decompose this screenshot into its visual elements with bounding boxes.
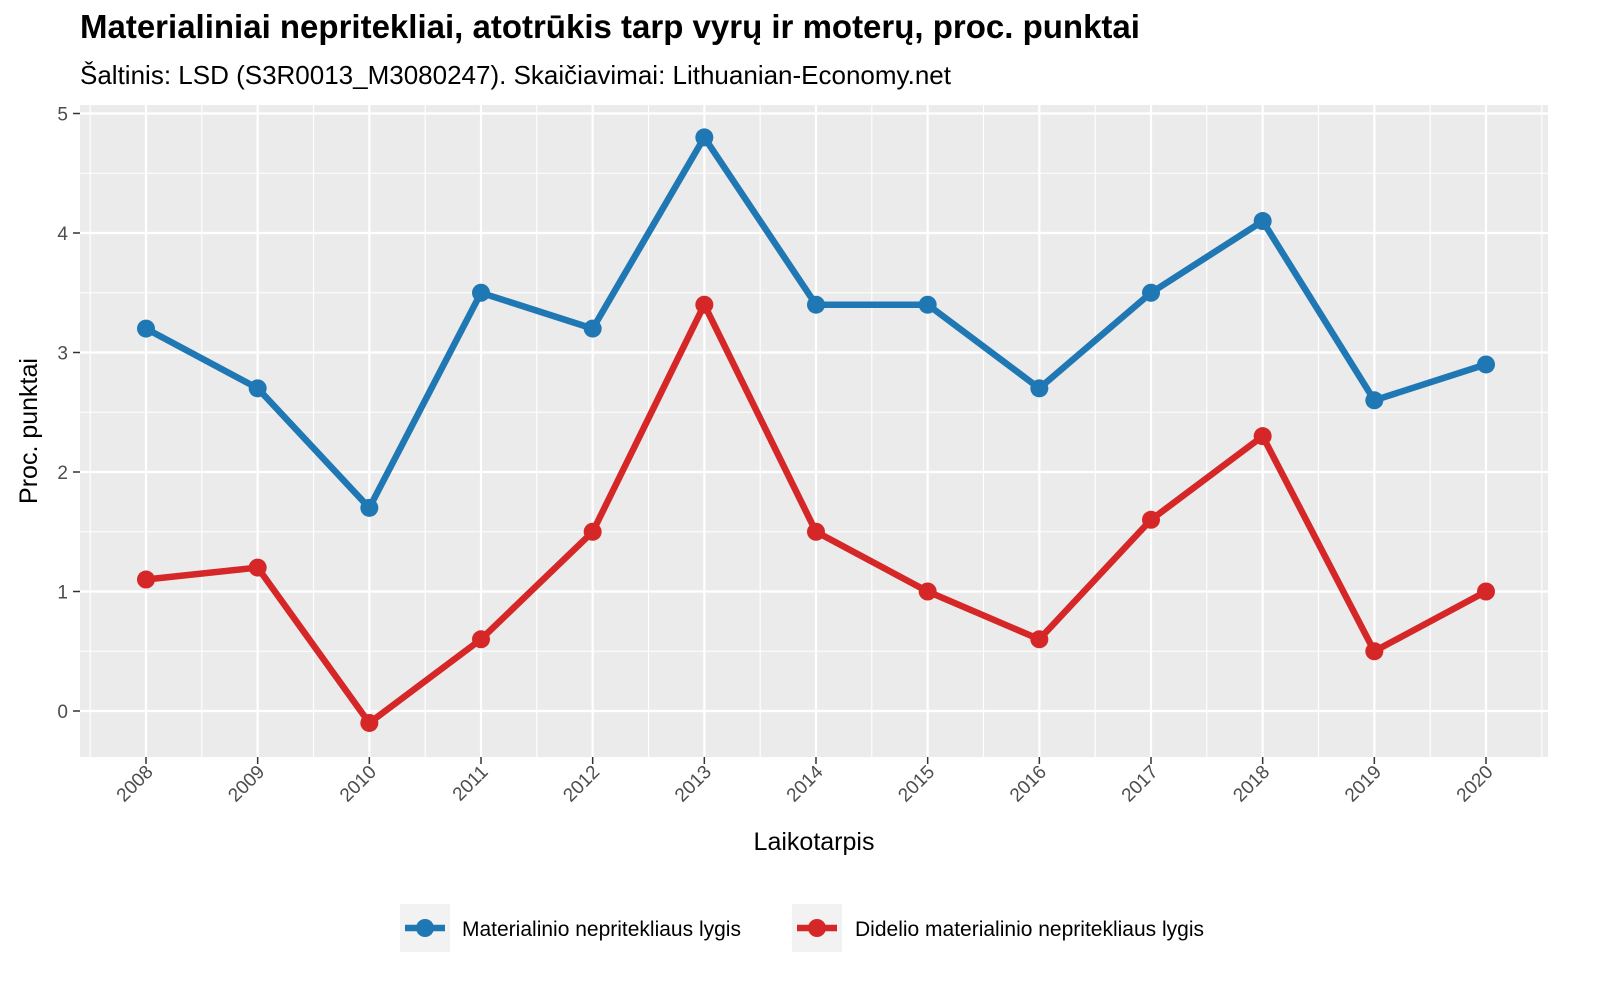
y-tick-label: 4 [57, 224, 68, 245]
series-2-point [583, 522, 602, 541]
series-2-point [248, 558, 267, 577]
legend-label-2: Didelio materialinio nepritekliaus lygis [855, 918, 1204, 941]
series-2-point [1142, 510, 1160, 529]
plot-panel [80, 105, 1548, 757]
minor-gridlines [80, 105, 1548, 757]
series-1-point [583, 319, 602, 338]
legend: Materialinio nepritekliaus lygis Didelio … [400, 904, 1204, 952]
x-tick-label: 2008 [113, 762, 158, 807]
x-tick-label: 2011 [449, 762, 493, 806]
y-axis-tick-labels: 0 1 2 3 4 5 [57, 105, 68, 724]
y-tick-label: 1 [57, 583, 68, 604]
x-tick-label: 2016 [1006, 762, 1051, 807]
legend-key-point [416, 919, 434, 937]
y-tick-label: 0 [57, 702, 68, 723]
x-tick-label: 2019 [1341, 762, 1386, 807]
y-tick-label: 2 [57, 463, 68, 484]
chart-title: Materialiniai nepritekliai, atotrūkis ta… [80, 8, 1140, 45]
x-tick-label: 2013 [671, 762, 716, 807]
x-tick-label: 2015 [894, 762, 939, 807]
series-layer [137, 128, 1495, 732]
series-1-point [918, 295, 937, 314]
x-tick-label: 2010 [336, 762, 381, 807]
series-2-point [1030, 630, 1049, 649]
series-1-point [1477, 355, 1495, 374]
x-tick-label: 2017 [1118, 762, 1163, 807]
series-2-point [1253, 427, 1272, 446]
series-2-point [472, 630, 490, 649]
legend-key-1 [400, 904, 450, 952]
series-1-point [1142, 283, 1160, 302]
y-axis-title: Proc. punktai [15, 358, 43, 504]
series-1-point [695, 128, 714, 147]
x-tick-label: 2009 [224, 762, 269, 807]
series-2-point [918, 582, 937, 601]
series-1-point [1030, 379, 1049, 398]
x-tick-label: 2012 [559, 762, 604, 807]
series-2-point [807, 522, 825, 541]
series-1-point [137, 319, 155, 338]
series-1-point [472, 283, 490, 302]
legend-label-1: Materialinio nepritekliaus lygis [462, 918, 741, 941]
series-2-point [1365, 642, 1384, 661]
chart-subtitle: Šaltinis: LSD (S3R0013_M3080247). Skaiči… [80, 60, 951, 90]
y-tick-label: 5 [57, 105, 68, 126]
series-2-point [360, 713, 379, 732]
x-axis-tick-labels: 2008 2009 2010 2011 2012 2013 2014 2015 2016 2017… [113, 761, 1498, 806]
x-tick-label: 2018 [1229, 762, 1274, 807]
series-1-point [1253, 212, 1272, 231]
y-tick-label: 3 [57, 344, 68, 365]
x-tick-label: 2014 [783, 761, 828, 806]
x-axis-title: Laikotarpis [754, 828, 875, 856]
series-1-point [1365, 391, 1384, 410]
major-gridlines [80, 105, 1548, 757]
series-1-point [807, 295, 825, 314]
series-2-point [695, 295, 714, 314]
series-2-point [1477, 582, 1495, 601]
series-2-point [137, 570, 155, 589]
legend-key-point [808, 919, 826, 937]
axis-ticks [73, 112, 1487, 764]
x-tick-label: 2020 [1453, 762, 1498, 807]
series-1-point [248, 379, 267, 398]
legend-key-2 [792, 904, 842, 952]
series-1-point [360, 498, 379, 517]
